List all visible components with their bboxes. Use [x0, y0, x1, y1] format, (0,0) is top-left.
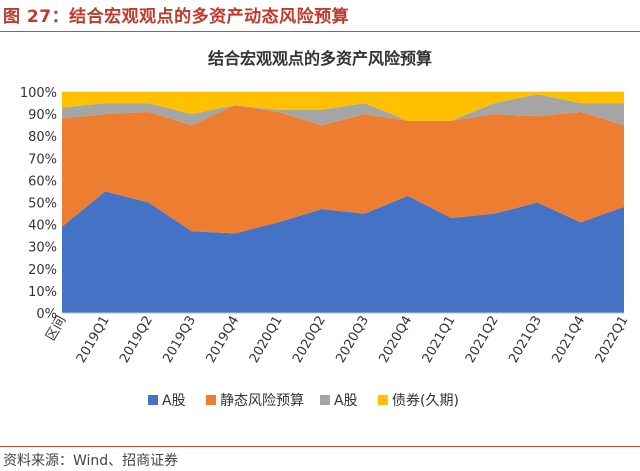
legend-swatch: [378, 395, 388, 405]
figure-header: 图 27：结合宏观观点的多资产动态风险预算: [0, 0, 640, 32]
legend-label: A股: [334, 393, 358, 409]
legend-label: 静态风险预算: [220, 393, 304, 409]
chart-title: 结合宏观观点的多资产风险预算: [207, 49, 432, 68]
x-tick-label: 2021Q4: [549, 314, 588, 366]
y-tick-label: 20%: [28, 263, 57, 278]
x-tick-label: 2020Q1: [247, 314, 286, 366]
y-tick-label: 0%: [36, 307, 57, 322]
y-tick-label: 90%: [28, 108, 57, 123]
figure-title: 图 27：结合宏观观点的多资产动态风险预算: [3, 2, 349, 27]
x-tick-label: 2020Q2: [290, 314, 329, 366]
y-tick-label: 60%: [28, 174, 57, 189]
legend-swatch: [148, 395, 158, 405]
source-footer: 资料来源：Wind、招商证券: [0, 446, 640, 471]
y-tick-label: 50%: [28, 197, 57, 212]
legend-item: A股: [148, 393, 186, 409]
area-series-1: [62, 191, 624, 313]
stacked-area-chart: 结合宏观观点的多资产风险预算 0% 10% 20% 30% 40% 50% 60% 70% 80…: [20, 49, 632, 409]
legend-label: A股: [162, 393, 186, 409]
x-tick-label: 2019Q2: [117, 314, 156, 366]
legend-label: 债券(久期): [392, 393, 459, 409]
y-tick-label: 70%: [28, 152, 57, 167]
figure-title-text: 结合宏观观点的多资产动态风险预算: [69, 7, 350, 27]
x-tick-label: 2021Q3: [506, 314, 545, 366]
y-tick-label: 40%: [28, 219, 57, 234]
legend-item: A股: [320, 393, 358, 409]
x-tick-label: 2021Q2: [463, 314, 502, 366]
legend-swatch: [320, 395, 330, 405]
y-tick-label: 80%: [28, 130, 57, 145]
source-note: 资料来源：Wind、招商证券: [3, 453, 179, 469]
legend-item: 债券(久期): [378, 393, 459, 409]
x-tick-label: 2019Q4: [204, 314, 243, 366]
x-tick-label: 2022Q1: [593, 314, 632, 366]
x-tick-label: 2019Q1: [74, 314, 113, 366]
figure-label: 图 27：: [3, 7, 70, 27]
y-tick-label: 30%: [28, 241, 57, 256]
area-series-4: [62, 92, 624, 121]
y-tick-label: 100%: [20, 86, 57, 101]
area-series-2: [62, 105, 624, 234]
x-tick-label: 2020Q3: [333, 314, 372, 366]
x-tick-label: 2021Q1: [420, 314, 459, 366]
legend-item: 静态风险预算: [206, 393, 304, 409]
y-tick-label: 10%: [28, 285, 57, 300]
area-series-3: [62, 94, 624, 126]
x-tick-label: 2019Q3: [160, 314, 199, 366]
x-tick-label: 2020Q4: [377, 314, 416, 366]
legend-swatch: [206, 395, 216, 405]
